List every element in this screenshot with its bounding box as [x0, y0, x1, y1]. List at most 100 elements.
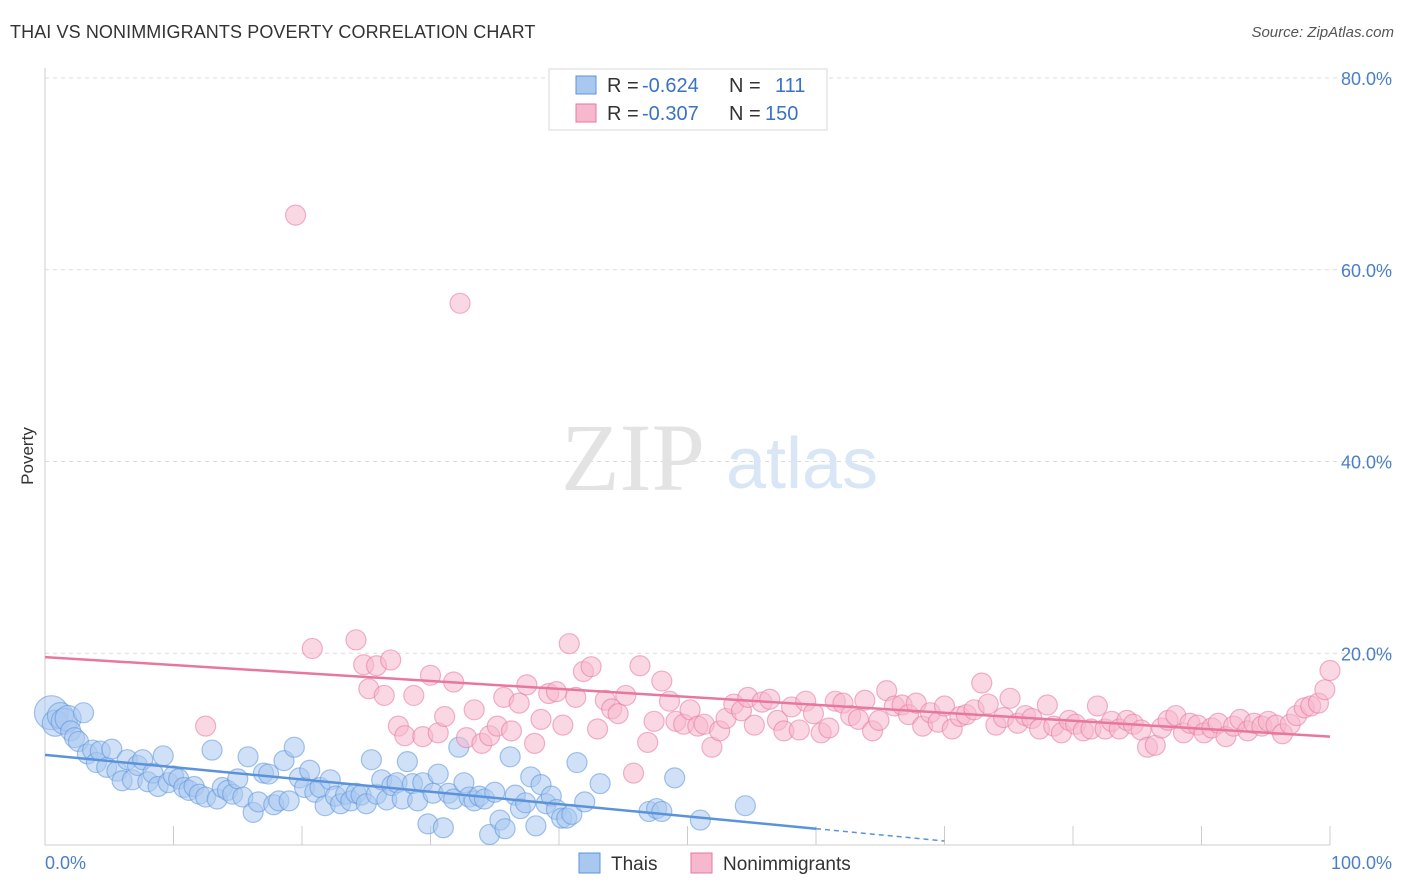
legend-n-label-1: N =: [729, 75, 761, 97]
data-point: [971, 672, 993, 694]
data-point: [525, 815, 547, 837]
data-point: [380, 649, 402, 671]
data-point: [345, 629, 367, 651]
x-tick-label: 0.0%: [45, 853, 86, 873]
bottom-legend-swatch-thais: [578, 852, 601, 874]
data-point: [201, 739, 223, 761]
data-point: [999, 687, 1021, 709]
data-point: [818, 717, 840, 739]
legend-n-value-1: 111: [775, 75, 805, 97]
data-point: [868, 709, 890, 731]
data-point: [449, 292, 471, 314]
data-point: [499, 746, 521, 768]
data-point: [854, 689, 876, 711]
data-point: [689, 809, 711, 831]
data-point: [589, 773, 611, 795]
y-tick-label: 40.0%: [1341, 453, 1392, 473]
data-point: [1086, 695, 1109, 717]
data-point: [530, 708, 552, 731]
data-point: [394, 725, 416, 747]
legend-n-label-2: N =: [729, 103, 761, 125]
legend-swatch-thais: [575, 75, 597, 95]
series-thais: [33, 695, 756, 846]
data-point: [1314, 679, 1336, 701]
data-point: [72, 702, 95, 724]
data-point: [933, 695, 956, 717]
y-tick-label: 80.0%: [1341, 69, 1392, 89]
data-point: [802, 703, 825, 725]
data-point: [301, 637, 323, 660]
data-point: [195, 715, 217, 737]
bottom-legend-nonimmigrants: Nonimmigrants: [723, 854, 851, 875]
watermark: ZIP atlas: [561, 404, 878, 511]
source-label: Source: ZipAtlas.com: [1251, 24, 1394, 41]
data-point: [566, 751, 588, 774]
data-point: [360, 749, 382, 771]
data-point: [545, 680, 568, 703]
data-point: [586, 718, 609, 740]
data-point: [516, 674, 538, 696]
data-point: [500, 720, 523, 742]
data-point: [759, 688, 781, 710]
watermark-zip: ZIP: [561, 404, 705, 511]
data-point: [1319, 659, 1341, 682]
data-point: [643, 710, 665, 732]
data-point: [257, 763, 280, 785]
series-nonimmigrants: [195, 204, 1341, 784]
y-tick-label: 60.0%: [1341, 261, 1392, 281]
data-point: [463, 699, 485, 721]
bottom-legend-swatch-nonimmigrants: [690, 852, 713, 874]
legend-r-value-1: -0.624: [642, 75, 699, 97]
data-point: [278, 790, 300, 812]
data-point: [743, 714, 765, 736]
data-point: [523, 732, 546, 754]
data-point: [434, 705, 456, 728]
x-tick-label: 100.0%: [1331, 853, 1392, 873]
data-point: [152, 745, 174, 767]
data-point: [847, 708, 870, 731]
data-point: [977, 693, 999, 715]
data-point: [651, 800, 673, 823]
data-point: [651, 670, 673, 692]
data-point: [552, 714, 574, 736]
data-point: [788, 719, 810, 741]
legend-r-value-2: -0.307: [642, 103, 699, 125]
data-point: [664, 767, 686, 789]
data-point: [396, 750, 418, 773]
data-point: [637, 731, 659, 754]
legend-swatch-nonimmigrants: [575, 103, 597, 123]
trend-line-nonimmigrants: [44, 655, 1331, 738]
chart-title: THAI VS NONIMMIGRANTS POVERTY CORRELATIO…: [10, 22, 536, 42]
data-point: [558, 633, 580, 655]
data-point: [622, 762, 645, 784]
trend-line-thais: [44, 753, 817, 830]
data-point: [574, 791, 596, 813]
data-point: [494, 818, 516, 840]
trend-line-thais-extension: [815, 827, 945, 842]
watermark-atlas: atlas: [726, 424, 878, 504]
data-point: [629, 655, 651, 677]
data-point: [565, 686, 587, 708]
bottom-legend-thais: Thais: [611, 854, 657, 875]
data-point: [607, 703, 629, 725]
y-axis-label: Poverty: [18, 427, 37, 485]
data-point: [373, 684, 395, 707]
data-point: [432, 817, 454, 839]
bottom-legend: Thais Nonimmigrants: [578, 852, 851, 875]
data-point: [615, 684, 637, 707]
data-point: [734, 795, 756, 817]
data-point: [101, 738, 123, 760]
trend-lines: [44, 655, 1331, 842]
legend-r-label-2: R =: [607, 103, 639, 125]
legend-n-value-2: 150: [765, 103, 798, 125]
data-point: [284, 204, 307, 226]
data-point: [283, 736, 305, 758]
data-point: [1036, 694, 1058, 716]
y-tick-label: 20.0%: [1341, 644, 1392, 664]
data-point: [580, 656, 602, 678]
grid-lines: [45, 77, 1392, 654]
data-point: [237, 746, 259, 768]
data-point: [508, 692, 530, 714]
tick-labels: 20.0% 40.0% 60.0% 80.0% 0.0% 100.0%: [45, 69, 1392, 873]
